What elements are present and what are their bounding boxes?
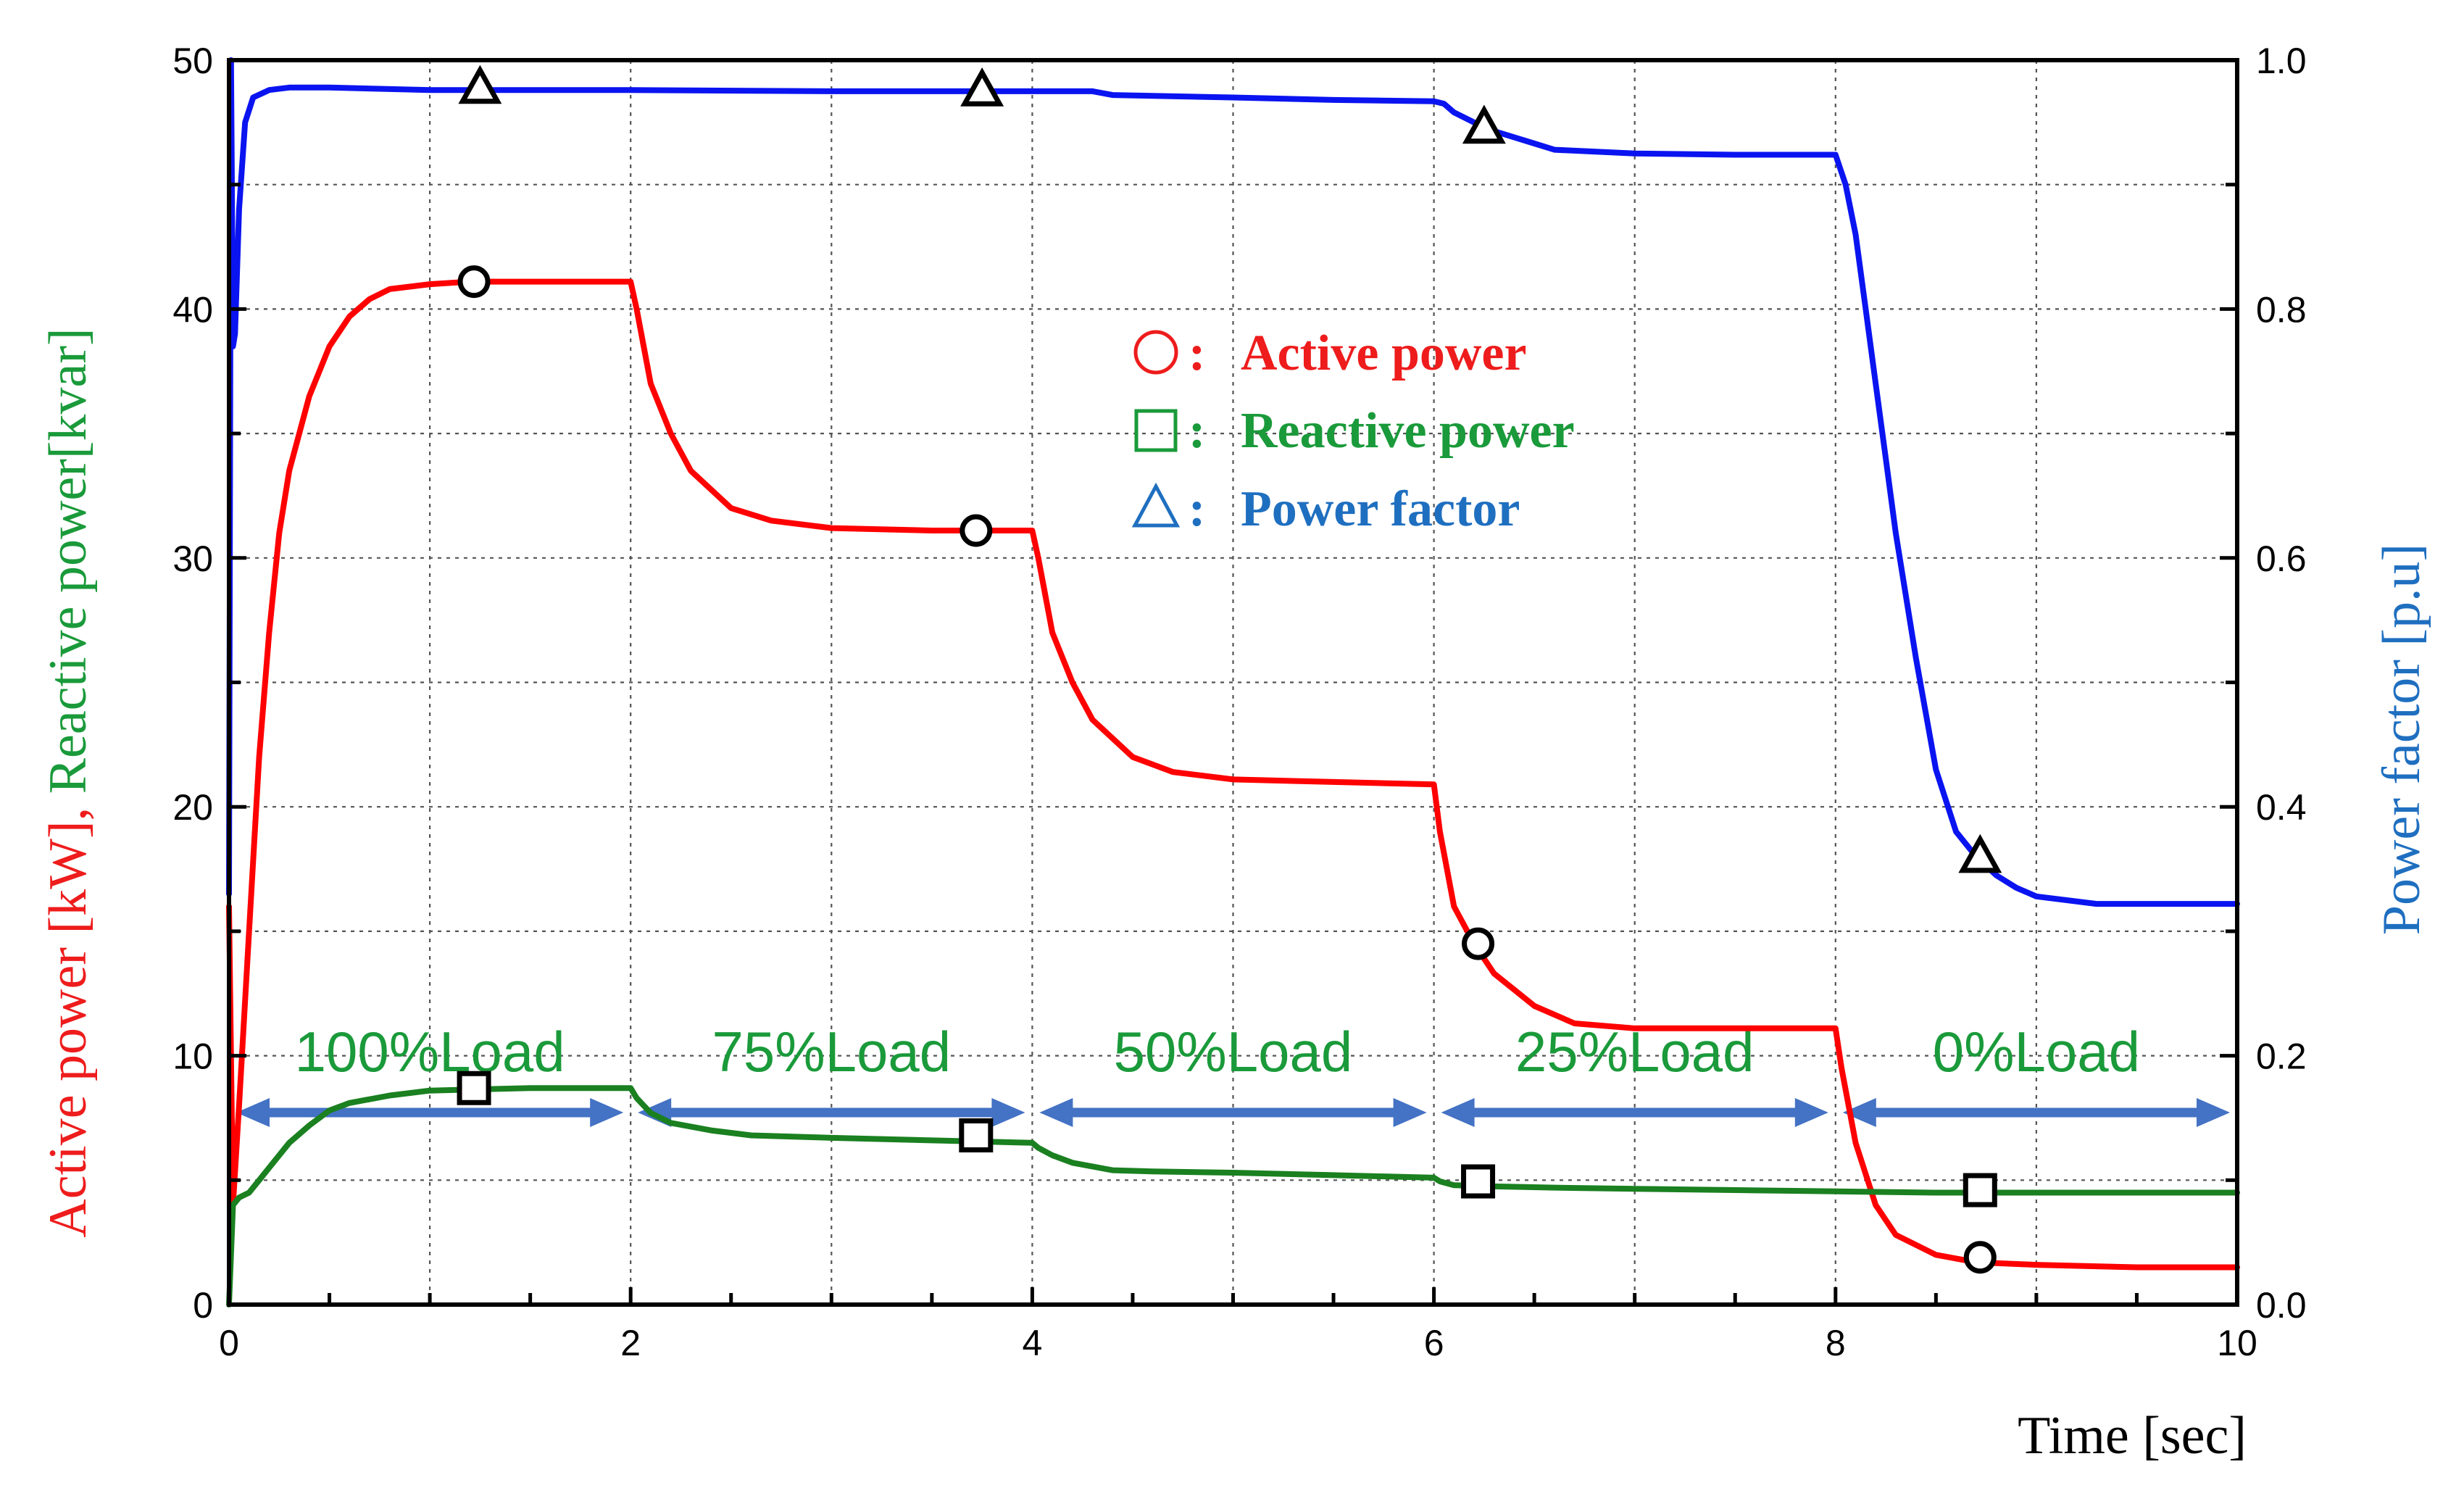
- y-axis-left-title: Active power [kW], Reactive power[kvar]: [38, 328, 98, 1237]
- series-markers: [457, 65, 2002, 1274]
- load-label: 100%Load: [295, 1020, 565, 1084]
- x-tick-label: 2: [620, 1323, 641, 1363]
- load-arrow-head-right: [991, 1098, 1025, 1127]
- y-right-tick-label: 0.4: [2256, 787, 2307, 828]
- load-arrow-head-left: [1441, 1098, 1475, 1127]
- legend-square-marker: [1134, 409, 1178, 452]
- load-label: 75%Load: [712, 1020, 951, 1084]
- load-label: 0%Load: [1933, 1020, 2140, 1084]
- load-arrow-head-left: [1842, 1098, 1876, 1127]
- load-arrow-head-right: [2197, 1098, 2230, 1127]
- load-arrow-head-left: [236, 1098, 270, 1127]
- grid: [229, 60, 2237, 1305]
- legend: : Active power : Reactive power : Power …: [1131, 325, 1575, 537]
- y-right-tick-label: 0.8: [2256, 289, 2307, 330]
- legend-label-active: Active power: [1241, 325, 1527, 381]
- x-tick-label: 8: [1826, 1323, 1846, 1363]
- marker-triangle: [1958, 834, 2002, 873]
- legend-triangle-marker: [1131, 482, 1181, 528]
- y-left-tick-label: 20: [172, 787, 213, 828]
- y-left-tick-label: 50: [172, 41, 213, 81]
- load-arrow: [236, 1098, 624, 1127]
- legend-prefix-power-factor: :: [1189, 481, 1205, 537]
- load-arrow: [1842, 1098, 2230, 1127]
- legend-entry-active: : Active power: [1133, 325, 1527, 381]
- y-right-tick-label: 0.2: [2256, 1036, 2307, 1077]
- load-arrow-head-left: [1039, 1098, 1073, 1127]
- marker-triangle: [1462, 104, 1506, 144]
- marker-circle: [457, 265, 491, 299]
- marker-circle: [1462, 927, 1495, 960]
- legend-prefix-active: :: [1189, 325, 1205, 381]
- y-axis-left-title-active: Active power [kW],: [38, 794, 98, 1237]
- legend-entry-reactive: : Reactive power: [1134, 403, 1575, 459]
- x-tick-label: 4: [1022, 1323, 1042, 1363]
- load-arrow: [1039, 1098, 1427, 1127]
- y-right-tick-label: 1.0: [2256, 41, 2307, 81]
- y-left-tick-label: 40: [172, 289, 213, 330]
- y-axis-left-title-reactive: Reactive power[kvar]: [38, 328, 98, 794]
- x-axis-title: Time [sec]: [2018, 1406, 2247, 1466]
- legend-entry-power-factor: : Power factor: [1131, 481, 1520, 537]
- y-left-tick-label: 10: [172, 1036, 213, 1077]
- y-left-tick-label: 0: [193, 1285, 213, 1326]
- marker-square: [1963, 1173, 1997, 1207]
- marker-triangle: [960, 67, 1004, 107]
- y-right-tick-label: 0.6: [2256, 539, 2307, 579]
- marker-circle: [960, 514, 993, 547]
- marker-square: [457, 1071, 491, 1105]
- tick-labels: 0 2 4 6 8 10 0 10 20 30 40 50 0.0 0.2 0.4 0.6 0.8 1.0: [172, 41, 2306, 1363]
- axes: [227, 58, 2239, 1307]
- marker-triangle: [458, 65, 502, 104]
- x-tick-label: 0: [219, 1323, 239, 1363]
- legend-prefix-reactive: :: [1189, 403, 1205, 459]
- marker-circle: [1963, 1241, 1997, 1274]
- y-left-tick-label: 30: [172, 539, 213, 579]
- y-axis-right-title: Power factor [p.u]: [2372, 544, 2431, 935]
- y-right-tick-label: 0.0: [2256, 1285, 2307, 1326]
- legend-circle-marker: [1133, 330, 1178, 375]
- series-line-0: [226, 278, 2240, 1271]
- x-tick-label: 10: [2217, 1323, 2257, 1363]
- series-line-1: [226, 1085, 2240, 1308]
- legend-label-power-factor: Power factor: [1241, 481, 1520, 537]
- marker-square: [1461, 1164, 1496, 1199]
- x-tick-label: 6: [1424, 1323, 1444, 1363]
- load-arrow-head-right: [590, 1098, 624, 1127]
- marker-square: [959, 1118, 994, 1152]
- load-arrow-head-right: [1393, 1098, 1427, 1127]
- legend-label-reactive: Reactive power: [1241, 403, 1575, 459]
- load-arrow-head-right: [1794, 1098, 1828, 1127]
- load-arrow: [1441, 1098, 1828, 1127]
- load-label: 50%Load: [1114, 1020, 1353, 1084]
